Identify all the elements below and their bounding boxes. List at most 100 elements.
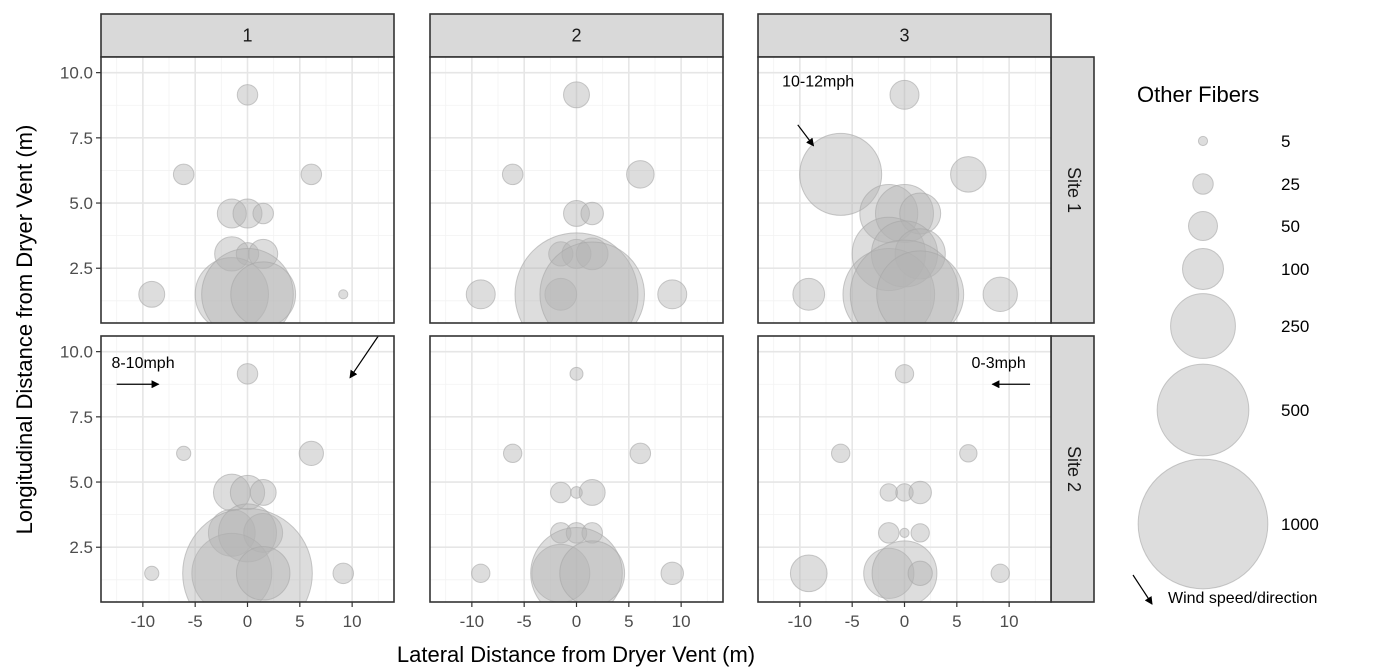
column-strip-2: 2	[429, 13, 724, 58]
bubbles	[789, 364, 1010, 602]
size-legend-key	[1182, 248, 1224, 290]
panel-site-2-1: 8-10mph	[100, 335, 395, 603]
bubble-point	[235, 242, 260, 266]
row-strip-label: Site 2	[1064, 446, 1084, 492]
bubble-point	[236, 363, 259, 385]
y-tick-label: 2.5	[69, 538, 93, 557]
bubble-point	[792, 277, 826, 311]
panel-site-2-3: 0-3mph	[757, 335, 1052, 603]
bubble-point	[578, 479, 606, 506]
axes-layer: 2.5 5.0 7.5 10.0 2.5 5.0 7.5 10.0 -10 -5 0 5 10 -10 -5…	[60, 64, 1019, 631]
bubble-point	[894, 228, 946, 280]
bubbles	[792, 79, 1018, 323]
panel-border	[757, 56, 1052, 324]
size-legend-key	[1170, 293, 1236, 359]
size-legend-label: 25	[1281, 175, 1300, 194]
bubble-point	[575, 237, 609, 271]
bubble-point	[982, 276, 1018, 312]
column-strip-label: 3	[899, 26, 909, 46]
bubble-point	[851, 216, 926, 292]
x-tick-label: -5	[517, 612, 532, 631]
panel-site-1-1	[100, 56, 395, 324]
size-legend-key	[1188, 211, 1218, 241]
size-legend-label: 1000	[1281, 515, 1319, 534]
bubbles	[144, 363, 354, 602]
bubble-point	[908, 480, 932, 505]
size-legend-item: 25	[1192, 173, 1300, 195]
bubble-point	[660, 561, 684, 586]
row-strip-bg	[1050, 335, 1095, 603]
bubble-point	[626, 160, 655, 189]
bubble-point	[799, 132, 883, 216]
size-legend-item: 1000	[1137, 458, 1319, 590]
bubble-point	[216, 198, 247, 229]
size-legend-item: 100	[1182, 248, 1309, 290]
x-tick-label: 0	[243, 612, 252, 631]
size-legend-key	[1192, 173, 1214, 195]
bubble-point	[581, 522, 603, 544]
bubble-point	[907, 560, 933, 586]
bubble-point	[332, 562, 354, 585]
bubble-point	[194, 257, 269, 323]
bubble-point	[894, 364, 915, 384]
size-legend-key	[1197, 135, 1209, 147]
bubble-point	[236, 84, 259, 106]
bubble-point	[990, 563, 1010, 583]
y-tick-label: 2.5	[69, 259, 93, 278]
bubble-point	[182, 508, 313, 602]
row-strip-1: Site 2	[1050, 335, 1095, 603]
bubble-point	[950, 156, 987, 193]
bubble-point	[899, 527, 910, 538]
size-legend-label: 50	[1281, 217, 1300, 236]
bubble-point	[569, 366, 584, 381]
bubble-point	[830, 443, 851, 464]
size-legend-item: 50	[1188, 211, 1300, 241]
x-tick-label: -5	[188, 612, 203, 631]
bubble-point	[559, 540, 626, 602]
bubble-point	[629, 442, 652, 465]
wind-legend-arrow-icon	[1132, 574, 1153, 605]
row-strip-0: Site 1	[1050, 56, 1095, 324]
bubble-point	[298, 440, 324, 466]
panel-site-1-3: 10-12mph	[757, 56, 1052, 324]
panel-border	[429, 56, 724, 324]
bubble-point	[138, 280, 166, 308]
panel-border	[100, 56, 395, 324]
y-tick-label: 10.0	[60, 343, 93, 362]
column-strip-bg	[100, 13, 395, 58]
size-legend-key	[1156, 363, 1250, 457]
bubble-point	[530, 526, 623, 602]
bubble-point	[191, 532, 273, 602]
bubble-point	[563, 81, 590, 109]
bubble-point	[502, 443, 523, 464]
wind-speed-label: 10-12mph	[782, 73, 854, 90]
wind-annotation: 0-3mph	[971, 355, 1031, 389]
x-axis-title: Lateral Distance from Dryer Vent (m)	[397, 642, 755, 667]
column-strip-3: 3	[757, 13, 1052, 58]
x-tick-label: -10	[131, 612, 156, 631]
column-strip-label: 1	[242, 26, 252, 46]
bubble-point	[465, 279, 496, 310]
bubble-point	[544, 277, 578, 311]
bubble-point	[514, 232, 639, 323]
bubble-point	[501, 163, 524, 186]
x-tick-label: 0	[572, 612, 581, 631]
size-legend-label: 500	[1281, 401, 1309, 420]
column-strip-1: 1	[100, 13, 395, 58]
x-tick-label: -10	[788, 612, 813, 631]
wind-arrow-icon	[349, 335, 379, 379]
bubble-point	[863, 547, 915, 599]
bubble-point	[657, 279, 688, 310]
x-tick-label: 5	[624, 612, 633, 631]
bubble-point	[172, 163, 195, 186]
x-tick-label: 10	[672, 612, 691, 631]
bubble-point	[248, 238, 279, 269]
y-axis-title: Longitudinal Distance from Dryer Vent (m…	[12, 125, 37, 535]
x-tick-label: 0	[900, 612, 909, 631]
column-strip-label: 2	[571, 26, 581, 46]
x-tick-label: -10	[460, 612, 485, 631]
size-legend-item: 250	[1170, 293, 1309, 359]
panel-site-2-2	[429, 335, 724, 603]
bubble-point	[201, 247, 294, 323]
